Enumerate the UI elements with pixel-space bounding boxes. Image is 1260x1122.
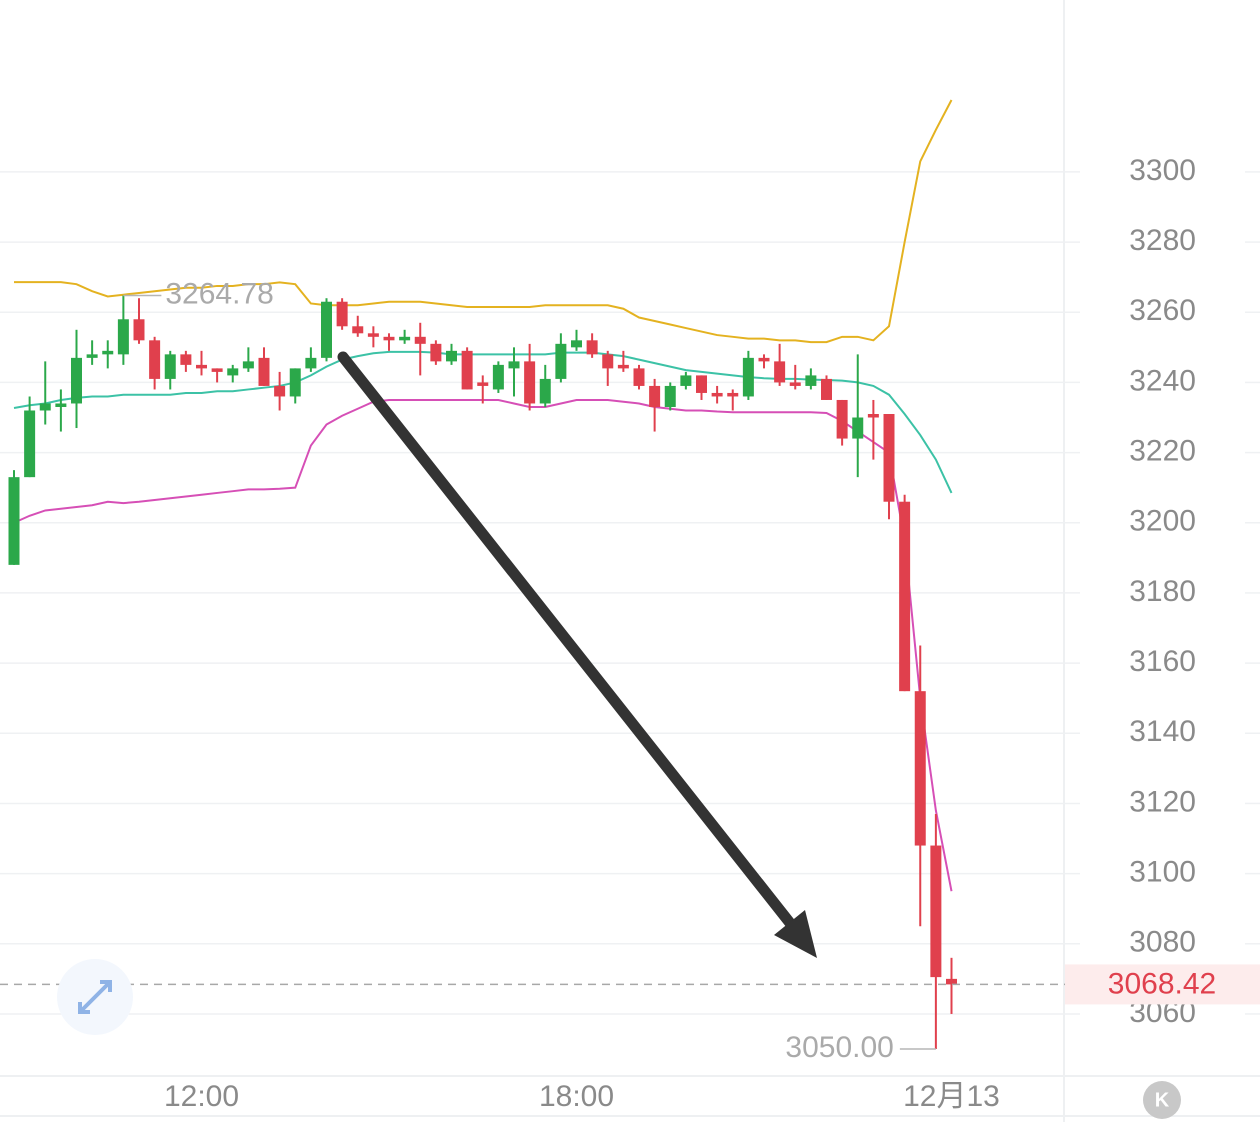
candle-body <box>633 368 645 386</box>
y-tick-label: 3100 <box>1129 856 1196 889</box>
y-tick-label: 3160 <box>1129 645 1196 678</box>
y-tick-label: 3180 <box>1129 575 1196 608</box>
high-marker-label: 3264.78 <box>165 277 273 310</box>
candle-body <box>914 691 926 846</box>
candle-body <box>524 361 536 404</box>
candle-body <box>24 410 36 478</box>
candle-body <box>477 382 489 386</box>
last-price-box <box>1065 964 1260 1005</box>
candle-body <box>289 368 301 397</box>
kline-button-label[interactable]: K <box>1155 1089 1170 1111</box>
candle-body <box>649 385 661 407</box>
candle-body <box>602 354 614 369</box>
candle-body <box>414 336 426 344</box>
candle-body <box>461 350 473 390</box>
y-tick-label: 3260 <box>1129 294 1196 327</box>
candle-body <box>211 368 223 372</box>
candle-body <box>867 414 879 418</box>
x-tick-label: 12:00 <box>164 1080 239 1113</box>
candle-body <box>258 357 270 386</box>
arrow-head <box>774 910 817 958</box>
candle-body <box>242 361 254 369</box>
candle-body <box>586 340 598 355</box>
candle-body <box>367 333 379 337</box>
x-tick-label: 12月13 <box>903 1080 1000 1113</box>
candle-body <box>883 414 895 502</box>
candle-body <box>274 385 286 397</box>
candle-body <box>352 326 364 334</box>
candle-body <box>508 361 520 369</box>
candle-body <box>430 343 442 362</box>
candle-body <box>727 392 739 397</box>
candle-body <box>742 357 754 397</box>
candle-body <box>492 364 504 390</box>
candle-body <box>821 378 832 400</box>
candle-body <box>852 417 864 439</box>
candle-body <box>180 354 192 365</box>
trend-arrow <box>337 351 817 958</box>
kline-button-bg[interactable] <box>1143 1081 1181 1119</box>
candle-body <box>133 319 145 341</box>
overlay: 3264.78 3050.00 3068.42 <box>0 277 1260 1064</box>
candle-body <box>149 340 161 379</box>
last-price-label: 3068.42 <box>1108 967 1216 1000</box>
candle-body <box>805 375 817 386</box>
candle-body <box>789 382 801 386</box>
y-tick-label: 3240 <box>1129 364 1196 397</box>
candle-body <box>930 845 942 978</box>
candle-body <box>696 375 707 393</box>
candle-body <box>71 357 82 404</box>
candle-body <box>946 978 957 985</box>
candle-body <box>305 357 317 369</box>
candle-body <box>321 301 332 358</box>
y-tick-label: 3140 <box>1129 715 1196 748</box>
candle-body <box>336 301 348 327</box>
candle-body <box>571 340 582 348</box>
band-upper <box>14 99 953 344</box>
y-tick-label: 3300 <box>1129 154 1196 187</box>
arrow-shaft <box>337 351 796 929</box>
candle-body <box>899 501 911 692</box>
candle-body <box>55 403 67 407</box>
candle-body <box>836 399 848 439</box>
y-tick-label: 3280 <box>1129 224 1196 257</box>
candle-body <box>39 403 51 411</box>
candles <box>8 295 957 1050</box>
candle-body <box>555 343 567 379</box>
candle-body <box>664 385 676 407</box>
candle-body <box>539 378 551 404</box>
expand-button[interactable] <box>57 959 133 1035</box>
candle-body <box>758 357 770 362</box>
candle-body <box>617 364 629 369</box>
x-tick-label: 18:00 <box>539 1080 614 1113</box>
candle-body <box>680 375 692 386</box>
y-tick-label: 3220 <box>1129 435 1196 468</box>
candle-body <box>86 354 98 358</box>
expand-icon[interactable] <box>78 980 112 1014</box>
kline-button[interactable]: K <box>1143 1081 1181 1119</box>
candle-body <box>102 350 114 355</box>
candle-body <box>446 350 457 362</box>
y-tick-label: 3080 <box>1129 926 1196 959</box>
candle-body <box>164 354 176 379</box>
y-tick-label: 3200 <box>1129 505 1196 538</box>
candle-body <box>117 319 129 355</box>
low-marker-label: 3050.00 <box>785 1031 893 1064</box>
candle-body <box>774 361 786 383</box>
candle-body <box>8 477 20 565</box>
candle-body <box>227 368 239 376</box>
candle-body <box>383 336 395 341</box>
candle-body <box>196 364 207 369</box>
candle-body <box>399 336 411 341</box>
candle-body <box>711 392 723 397</box>
y-tick-label: 3120 <box>1129 785 1196 818</box>
